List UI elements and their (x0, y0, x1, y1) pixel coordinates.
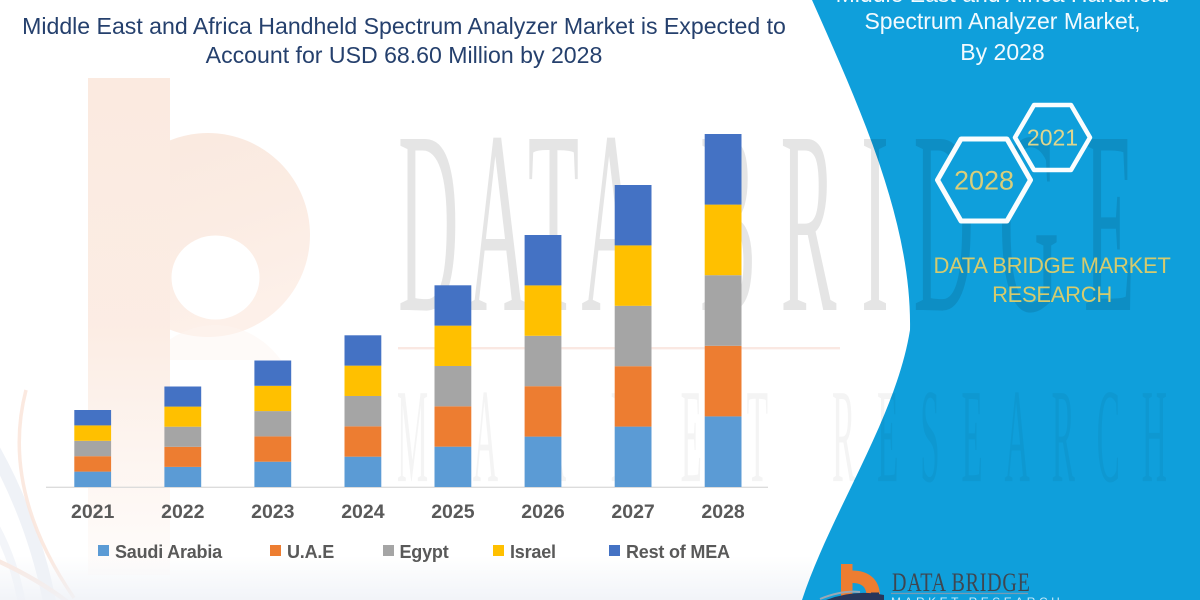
svg-text:2021: 2021 (1027, 125, 1078, 151)
svg-text:2028: 2028 (954, 166, 1014, 196)
svg-text:MARKET RESEARCH: MARKET RESEARCH (891, 595, 1063, 600)
